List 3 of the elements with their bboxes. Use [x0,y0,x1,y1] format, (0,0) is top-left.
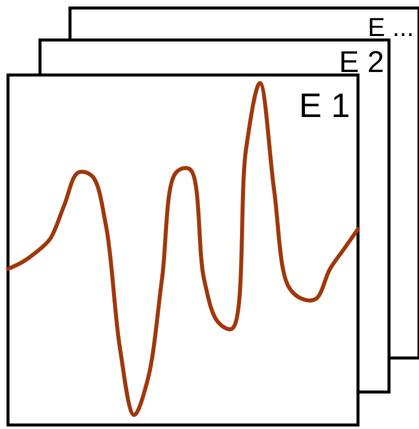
text: E ... [368,12,414,42]
annotation: E 1 [298,87,350,125]
text: E 2 [338,46,384,79]
